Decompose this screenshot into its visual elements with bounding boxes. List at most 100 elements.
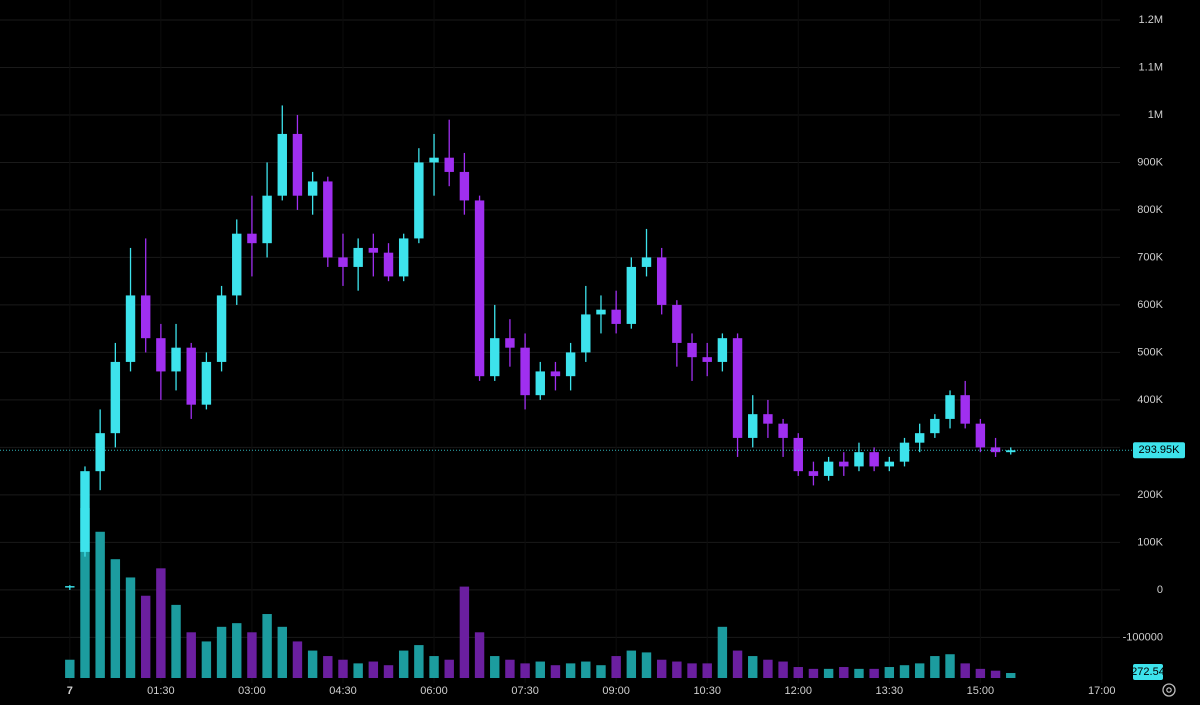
volume-bar	[140, 595, 151, 678]
volume-bar	[854, 668, 864, 678]
volume-bar	[596, 665, 606, 678]
candle-body	[490, 338, 500, 377]
candle-body	[869, 452, 879, 467]
volume-bar	[247, 632, 257, 678]
volume-bar	[687, 663, 697, 678]
volume-bar	[565, 663, 576, 678]
candle-body	[323, 181, 333, 258]
candle-body	[505, 338, 515, 348]
y-tick-label: 700K	[1137, 251, 1163, 263]
volume-bar	[975, 668, 986, 678]
candle-body	[368, 247, 379, 253]
candle-body	[216, 295, 227, 362]
candle-body	[596, 309, 606, 315]
last-price-label: 293.95K	[1139, 444, 1181, 456]
candle-body	[626, 266, 637, 324]
volume-bar	[474, 632, 485, 678]
candle-body	[429, 157, 439, 163]
candle-body	[414, 162, 424, 239]
volume-bar	[353, 663, 363, 678]
volume-bar	[338, 659, 348, 678]
volume-bar	[884, 667, 895, 678]
x-tick-label: 10:30	[693, 685, 721, 697]
x-tick-label: 09:00	[602, 685, 630, 697]
candle-body	[459, 171, 470, 201]
volume-bar	[626, 650, 637, 678]
x-tick-label: 7	[67, 685, 73, 697]
volume-bar	[323, 656, 333, 678]
x-tick-label: 15:00	[967, 685, 995, 697]
candle-body	[611, 309, 621, 324]
y-tick-label: 800K	[1137, 204, 1163, 216]
volume-bar	[717, 626, 728, 678]
candle-body	[171, 347, 181, 372]
volume-bar	[398, 650, 409, 678]
candle-body	[687, 342, 697, 358]
volume-bar	[368, 661, 379, 678]
y-tick-label: 400K	[1137, 394, 1163, 406]
settings-core	[1166, 687, 1172, 693]
volume-bar	[535, 661, 545, 678]
volume-bar	[945, 654, 955, 678]
volume-bar	[550, 665, 561, 678]
volume-bar	[930, 656, 940, 678]
candle-body	[156, 338, 166, 372]
candle-body	[110, 361, 121, 434]
volume-bar	[156, 568, 166, 678]
volume-layer	[65, 508, 1016, 678]
candle-body	[990, 447, 1001, 453]
y-tick-label: 900K	[1137, 156, 1163, 168]
volume-bar	[444, 659, 454, 678]
y-tick-label: 600K	[1137, 299, 1163, 311]
volume-bar	[520, 663, 530, 678]
candle-body	[565, 352, 576, 377]
candle-body	[763, 414, 773, 424]
volume-bar	[990, 670, 1001, 678]
candle-body	[338, 257, 348, 267]
x-tick-label: 17:00	[1088, 685, 1116, 697]
volume-bar	[277, 626, 287, 678]
y-tick-label: 100K	[1137, 536, 1163, 548]
candle-body	[186, 347, 196, 405]
volume-bar	[292, 641, 303, 678]
volume-bar	[216, 626, 227, 678]
x-tick-label: 01:30	[147, 685, 175, 697]
volume-bar	[960, 663, 970, 678]
y-tick-label: 200K	[1137, 489, 1163, 501]
volume-bar	[763, 659, 773, 678]
volume-bar	[429, 656, 439, 678]
candle-body	[307, 181, 318, 196]
volume-bar	[732, 650, 743, 678]
volume-bar	[914, 663, 925, 678]
volume-bar	[459, 586, 470, 678]
candle-body	[748, 414, 758, 438]
candle-body	[232, 233, 242, 296]
volume-bar	[490, 656, 500, 678]
candle-body	[672, 304, 682, 343]
candle-body	[535, 371, 545, 396]
settings-ring	[1162, 683, 1176, 697]
candle-body	[717, 338, 728, 362]
candle-body	[262, 195, 272, 244]
volume-bar	[581, 661, 591, 678]
candle-body	[914, 433, 925, 443]
x-tick-label: 13:30	[876, 685, 904, 697]
x-tick-label: 12:00	[784, 685, 812, 697]
volume-bar	[125, 577, 136, 678]
volume-bar	[778, 661, 788, 678]
volume-bar	[1006, 673, 1016, 678]
y-tick-label: 500K	[1137, 346, 1163, 358]
volume-bar	[748, 656, 758, 678]
volume-bar	[808, 668, 819, 678]
candle-body	[732, 338, 743, 438]
candle-body	[641, 257, 652, 267]
candle-body	[854, 452, 864, 467]
candle-body	[292, 133, 303, 196]
candle-body	[398, 238, 409, 277]
y-tick-label: 1M	[1148, 109, 1163, 121]
candle-body	[945, 395, 955, 419]
volume-bar	[307, 650, 318, 678]
settings-icon[interactable]	[1162, 683, 1176, 697]
candle-body	[80, 471, 90, 552]
